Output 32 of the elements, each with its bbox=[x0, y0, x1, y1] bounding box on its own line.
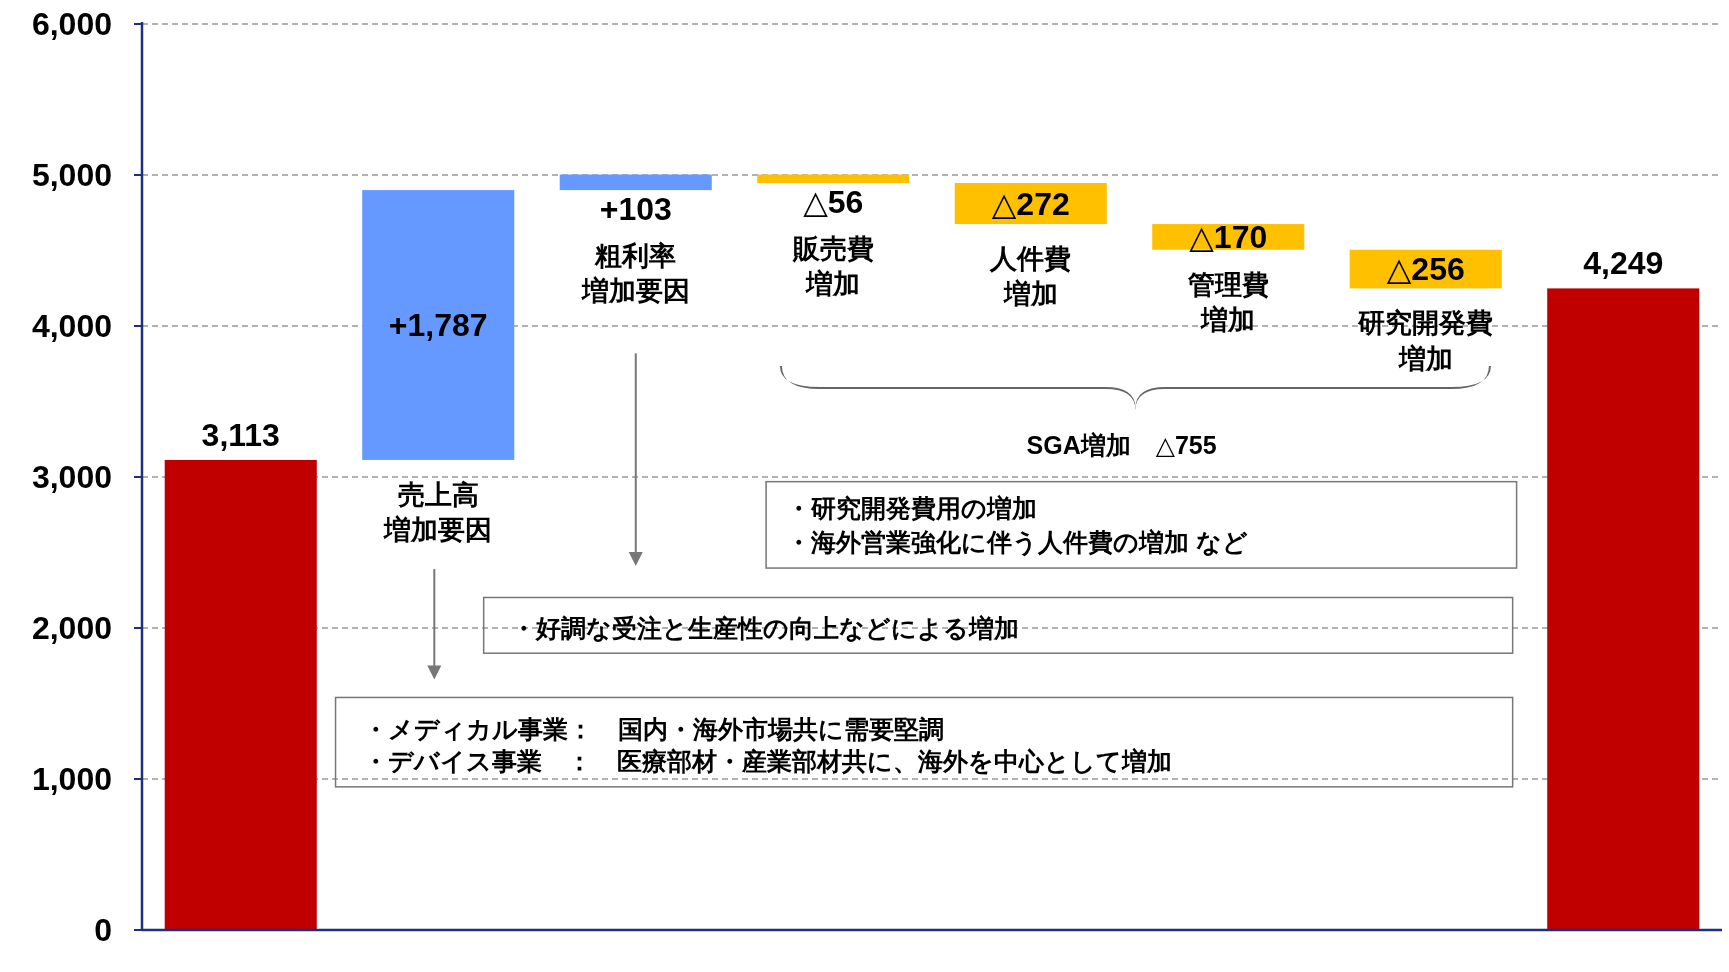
bar bbox=[362, 190, 515, 460]
x-tick-label: 人件費増加 bbox=[989, 244, 1072, 310]
y-tick-label: 3,000 bbox=[31, 459, 112, 495]
y-tick-label: 2,000 bbox=[31, 610, 112, 646]
y-tick-label: 0 bbox=[94, 912, 112, 948]
annotation: ・デバイス事業 ： 医療部材・産業部材共に、海外を中心として増加 bbox=[363, 746, 1173, 775]
y-tick-label: 6,000 bbox=[31, 6, 112, 42]
x-tick-label: 粗利率増加要因 bbox=[580, 241, 690, 307]
data-label: △56 bbox=[803, 184, 864, 220]
data-label: +103 bbox=[599, 191, 672, 228]
data-label: △256 bbox=[1386, 251, 1465, 288]
annotation: ・メディカル事業： 国内・海外市場共に需要堅調 bbox=[363, 715, 945, 744]
x-tick-label: 販売費増加 bbox=[791, 234, 874, 300]
data-label: 3,113 bbox=[201, 416, 280, 453]
x-tick-label: 売上高増加要因 bbox=[383, 479, 493, 546]
bar bbox=[757, 174, 910, 183]
x-tick-label: 研究開発費増加 bbox=[1357, 308, 1494, 374]
bar bbox=[559, 174, 712, 191]
data-label: △272 bbox=[991, 185, 1070, 222]
y-tick-label: 4,000 bbox=[31, 308, 112, 344]
annotation: ・海外営業強化に伴う人件費の増加 など bbox=[785, 527, 1248, 557]
annotation: ・研究開発費用の増加 bbox=[785, 493, 1037, 522]
x-tick-label: 管理費増加 bbox=[1186, 269, 1269, 335]
bar bbox=[1547, 288, 1700, 930]
data-label: △170 bbox=[1189, 218, 1268, 255]
bar bbox=[164, 459, 317, 930]
y-tick-label: 5,000 bbox=[31, 157, 112, 193]
annotation: ・好調な受注と生産性の向上などによる増加 bbox=[511, 614, 1020, 642]
annotation: SGA増加 △755 bbox=[1026, 430, 1217, 459]
data-label: +1,787 bbox=[388, 307, 488, 344]
data-label: 4,249 bbox=[1583, 245, 1664, 282]
y-tick-label: 1,000 bbox=[31, 761, 112, 797]
